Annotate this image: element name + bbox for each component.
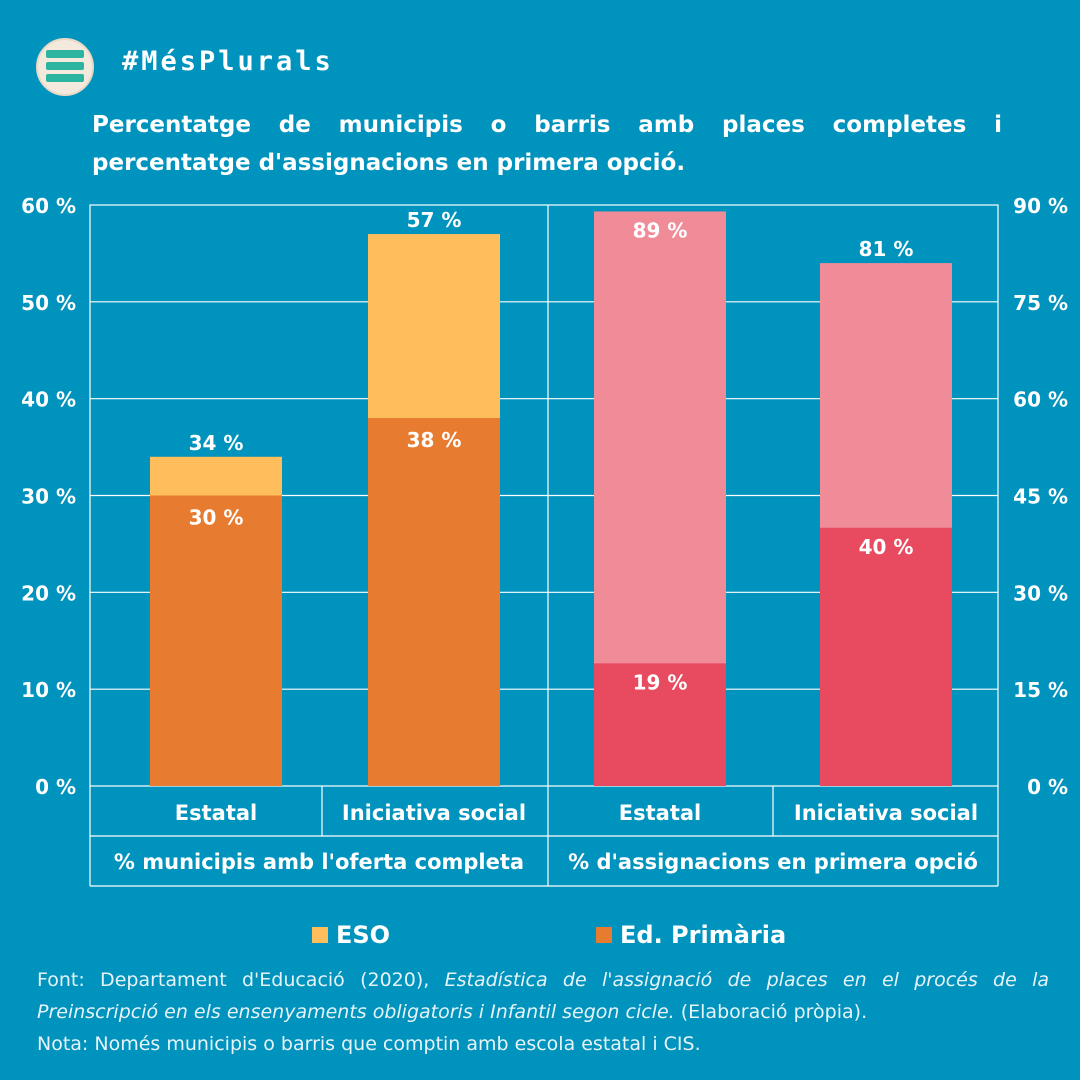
data-label-primaria: 30 % (189, 506, 244, 530)
right-tick-label: 30 % (1013, 581, 1068, 605)
bar-primaria (150, 495, 282, 786)
source-note: Font: Departament d'Educació (2020), Est… (37, 964, 1049, 1060)
left-tick-label: 30 % (21, 485, 76, 509)
right-tick-label: 60 % (1013, 388, 1068, 412)
right-tick-label: 15 % (1013, 678, 1068, 702)
data-label-pink-dark: 40 % (859, 535, 914, 559)
data-label-eso: 34 % (189, 431, 244, 455)
group-label: % d'assignacions en primera opció (568, 850, 978, 874)
left-tick-label: 60 % (21, 194, 76, 218)
legend-label-eso: ESO (336, 921, 391, 949)
source-suffix: (Elaboració pròpia). (674, 1001, 868, 1023)
category-label: Iniciativa social (342, 801, 526, 825)
bar-primaria (368, 418, 500, 786)
logo-band (46, 74, 84, 82)
left-tick-label: 20 % (21, 581, 76, 605)
category-label: Estatal (175, 801, 257, 825)
data-label-primaria: 38 % (407, 428, 462, 452)
left-tick-label: 50 % (21, 291, 76, 315)
category-label: Iniciativa social (794, 801, 978, 825)
right-tick-label: 0 % (1027, 775, 1068, 799)
left-tick-label: 0 % (35, 775, 76, 799)
data-label-pink-light: 89 % (633, 218, 688, 242)
legend: ESO Ed. Primària (0, 921, 1080, 957)
logo-band (46, 62, 84, 70)
data-label-pink-dark: 19 % (633, 670, 688, 694)
source-title: Estadística de l'assignació de places en… (37, 969, 1049, 1023)
left-tick-label: 40 % (21, 388, 76, 412)
footnote: Nota: Només municipis o barris que compt… (37, 1033, 701, 1055)
data-label-eso: 57 % (407, 208, 462, 232)
logo-band (46, 50, 84, 58)
legend-item-primaria: Ed. Primària (596, 921, 786, 949)
legend-item-eso: ESO (312, 921, 390, 949)
left-tick-label: 10 % (21, 678, 76, 702)
legend-swatch-eso (312, 927, 328, 943)
logo (36, 38, 94, 96)
bar-pink-dark (594, 663, 726, 786)
brand-hashtag: #MésPlurals (122, 46, 334, 77)
bar-pink-dark (820, 527, 952, 786)
chart-title: Percentatge de municipis o barris amb pl… (92, 112, 1002, 176)
source-prefix: Font: Departament d'Educació (2020), (37, 969, 445, 991)
legend-swatch-primaria (596, 927, 612, 943)
group-label: % municipis amb l'oferta completa (114, 850, 524, 874)
category-label: Estatal (619, 801, 701, 825)
legend-label-primaria: Ed. Primària (620, 921, 787, 949)
data-label-pink-light: 81 % (859, 237, 914, 261)
bar-chart: 0 % 0 % 10 % 15 % 20 % 30 % 30 % 45 % 40 % 60 % 50… (21, 194, 1068, 887)
right-tick-label: 45 % (1013, 485, 1068, 509)
right-tick-label: 90 % (1013, 194, 1068, 218)
right-tick-label: 75 % (1013, 291, 1068, 315)
